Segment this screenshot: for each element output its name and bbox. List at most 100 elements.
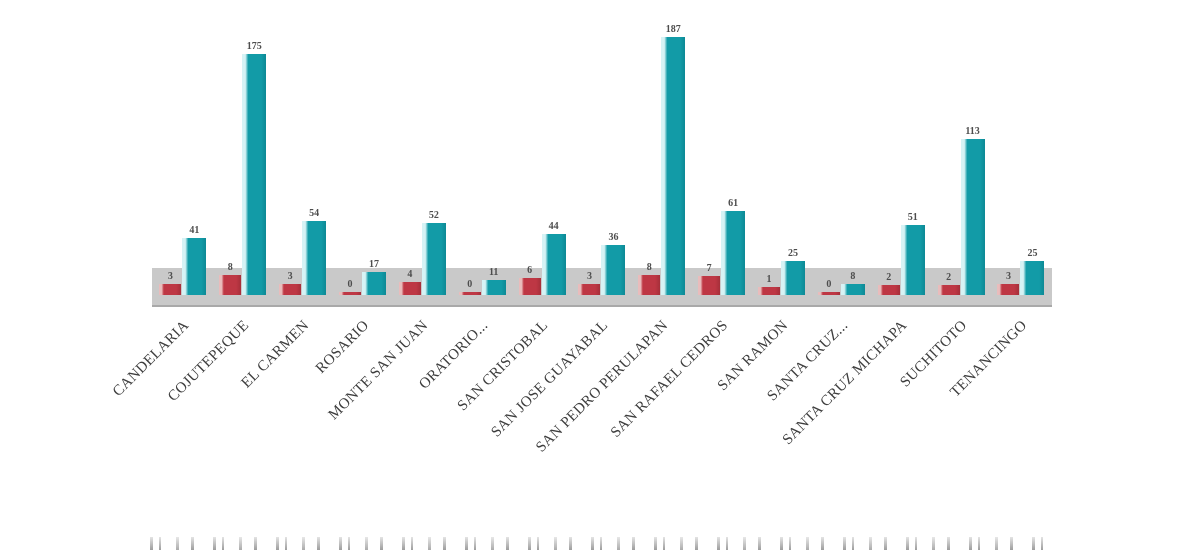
- red-bar: [877, 285, 900, 295]
- bar-value-label: 61: [728, 197, 739, 209]
- bar-column: 3: [997, 270, 1020, 295]
- bar-column: 11: [481, 266, 506, 295]
- teal-bar: [840, 284, 865, 295]
- bar-value-label: 25: [1027, 247, 1038, 259]
- bar-value-label: 2: [946, 272, 952, 284]
- bar-value-label: 51: [907, 211, 918, 223]
- bar-column: 6: [518, 265, 541, 295]
- teal-bar: [182, 238, 207, 295]
- red-bar: [698, 276, 721, 295]
- bar-value-label: 3: [586, 270, 592, 282]
- bar-value-label: 52: [428, 210, 439, 222]
- bar-group: 4 52: [398, 210, 446, 295]
- bar-group: 2 51: [877, 211, 925, 295]
- bar-column: 36: [601, 232, 626, 295]
- red-bar: [638, 274, 661, 295]
- bar-column: 0: [817, 279, 840, 295]
- bar-value-label: 25: [788, 247, 799, 259]
- bar-value-label: 8: [850, 271, 856, 282]
- bar-value-label: 8: [227, 261, 233, 273]
- teal-bar: [960, 139, 985, 295]
- red-bar: [219, 274, 242, 295]
- bar-column: 175: [242, 40, 267, 295]
- bar-group: 1 25: [758, 247, 806, 295]
- bar-column: 44: [541, 221, 566, 295]
- teal-bar: [661, 36, 686, 295]
- bar-value-label: 0: [826, 279, 832, 290]
- bar-group: 3 25: [997, 247, 1045, 295]
- bar-column: 25: [1020, 247, 1045, 295]
- bar-column: 3: [578, 270, 601, 295]
- red-bar: [398, 281, 421, 295]
- teal-bar: [781, 260, 806, 295]
- x-axis-labels: CANDELARIA COJUTEPEQUE EL CARMEN ROSARIO MON…: [110, 309, 1051, 494]
- bars-row: 3 41 8 175 3 54 0 17 4 52 0 11 6 44 3 36 8 187 7 61 1 25 0 8 2 51…: [153, 0, 1051, 295]
- bar-column: 3: [279, 271, 302, 295]
- bar-value-label: 41: [189, 225, 200, 237]
- bar-column: 0: [339, 280, 361, 295]
- bar-column: 2: [937, 272, 960, 295]
- bar-column: 54: [302, 207, 327, 295]
- cutoff-caption-fragment: [150, 537, 1050, 550]
- teal-bar: [242, 53, 267, 295]
- bar-column: 0: [458, 279, 481, 295]
- red-bar: [159, 283, 182, 295]
- bar-group: 2 113: [937, 126, 985, 295]
- bar-value-label: 2: [886, 272, 892, 284]
- bar-column: 2: [877, 272, 900, 295]
- bar-column: 187: [661, 23, 686, 295]
- bar-value-label: 11: [488, 266, 499, 278]
- red-bar: [578, 283, 601, 295]
- bar-group: 0 17: [339, 259, 386, 295]
- bar-value-label: 4: [407, 268, 413, 280]
- teal-bar: [302, 220, 327, 295]
- bar-group: 7 61: [698, 197, 746, 295]
- bar-column: 41: [182, 225, 207, 295]
- bar-column: 17: [362, 259, 386, 295]
- red-bar: [997, 283, 1020, 295]
- bar-value-label: 36: [608, 232, 619, 244]
- red-bar: [758, 287, 781, 295]
- bar-column: 25: [781, 247, 806, 295]
- bar-value-label: 187: [665, 23, 681, 35]
- bar-group: 0 11: [458, 266, 506, 295]
- bar-column: 113: [960, 126, 985, 295]
- teal-bar: [1020, 260, 1045, 295]
- bar-value-label: 0: [467, 279, 473, 290]
- bar-group: 3 41: [159, 225, 207, 295]
- red-bar: [279, 283, 302, 295]
- bar-value-label: 3: [1005, 270, 1011, 282]
- teal-bar: [900, 224, 925, 295]
- bar-column: 8: [638, 262, 661, 295]
- bar-column: 61: [721, 197, 746, 295]
- bar-column: 4: [398, 268, 421, 295]
- bar-group: 3 36: [578, 232, 626, 295]
- teal-bar: [541, 234, 566, 295]
- bar-column: 1: [758, 274, 781, 295]
- red-bar: [937, 285, 960, 295]
- bar-group: 6 44: [518, 221, 566, 295]
- bar-column: 51: [900, 211, 925, 295]
- bar-group: 3 54: [279, 207, 327, 295]
- bar-column: 52: [421, 210, 446, 295]
- bar-group: 8 175: [219, 40, 267, 295]
- teal-bar: [721, 210, 746, 295]
- red-bar: [817, 292, 840, 295]
- red-bar: [339, 292, 361, 295]
- bar-value-label: 113: [965, 126, 980, 138]
- bar-column: 3: [159, 271, 182, 295]
- red-bar: [518, 278, 541, 295]
- bar-value-label: 54: [309, 207, 320, 219]
- bar-value-label: 0: [347, 279, 353, 290]
- bar-value-label: 175: [246, 40, 262, 52]
- teal-bar: [601, 245, 626, 295]
- bar-value-label: 1: [766, 274, 772, 286]
- bar-value-label: 6: [527, 265, 533, 277]
- teal-bar: [481, 279, 506, 295]
- bar-value-label: 44: [548, 221, 559, 233]
- bar-group: 8 187: [638, 23, 686, 295]
- teal-bar: [362, 271, 386, 295]
- bar-column: 7: [698, 264, 721, 295]
